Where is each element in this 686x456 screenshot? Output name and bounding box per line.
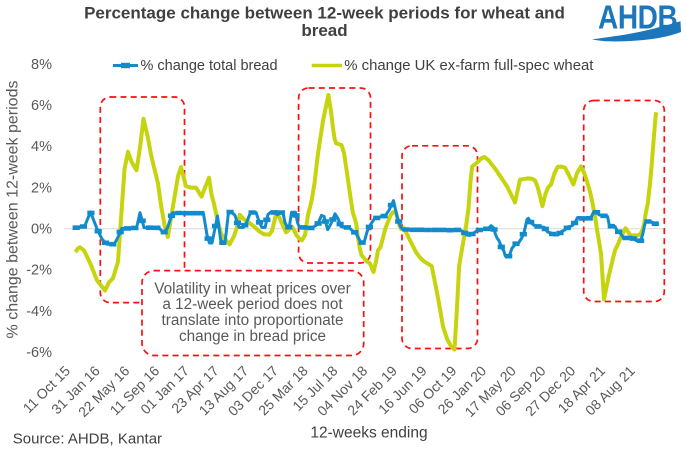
svg-text:Percentage change between 12-w: Percentage change between 12-week period… <box>84 4 565 23</box>
svg-text:4%: 4% <box>31 139 52 155</box>
svg-text:8%: 8% <box>31 57 52 73</box>
svg-text:% change UK ex-farm full-spec: % change UK ex-farm full-spec wheat <box>344 58 594 74</box>
svg-text:Volatility in wheat prices ove: Volatility in wheat prices over <box>154 280 350 297</box>
svg-text:-4%: -4% <box>26 304 52 320</box>
svg-text:Source: AHDB, Kantar: Source: AHDB, Kantar <box>13 431 162 448</box>
svg-text:0%: 0% <box>31 222 52 238</box>
svg-text:6%: 6% <box>31 98 52 114</box>
svg-text:-6%: -6% <box>26 345 52 361</box>
svg-text:bread: bread <box>301 21 347 40</box>
svg-text:% change total bread: % change total bread <box>141 58 278 74</box>
svg-text:change in bread price: change in bread price <box>179 328 326 345</box>
svg-text:a 12-week period does not: a 12-week period does not <box>162 296 343 313</box>
svg-text:2%: 2% <box>31 180 52 196</box>
svg-text:12-weeks ending: 12-weeks ending <box>310 425 427 442</box>
svg-text:% change between 12-week perio: % change between 12-week periods <box>5 81 22 339</box>
svg-text:translate into proportionate: translate into proportionate <box>162 312 344 329</box>
svg-text:-2%: -2% <box>26 263 52 279</box>
